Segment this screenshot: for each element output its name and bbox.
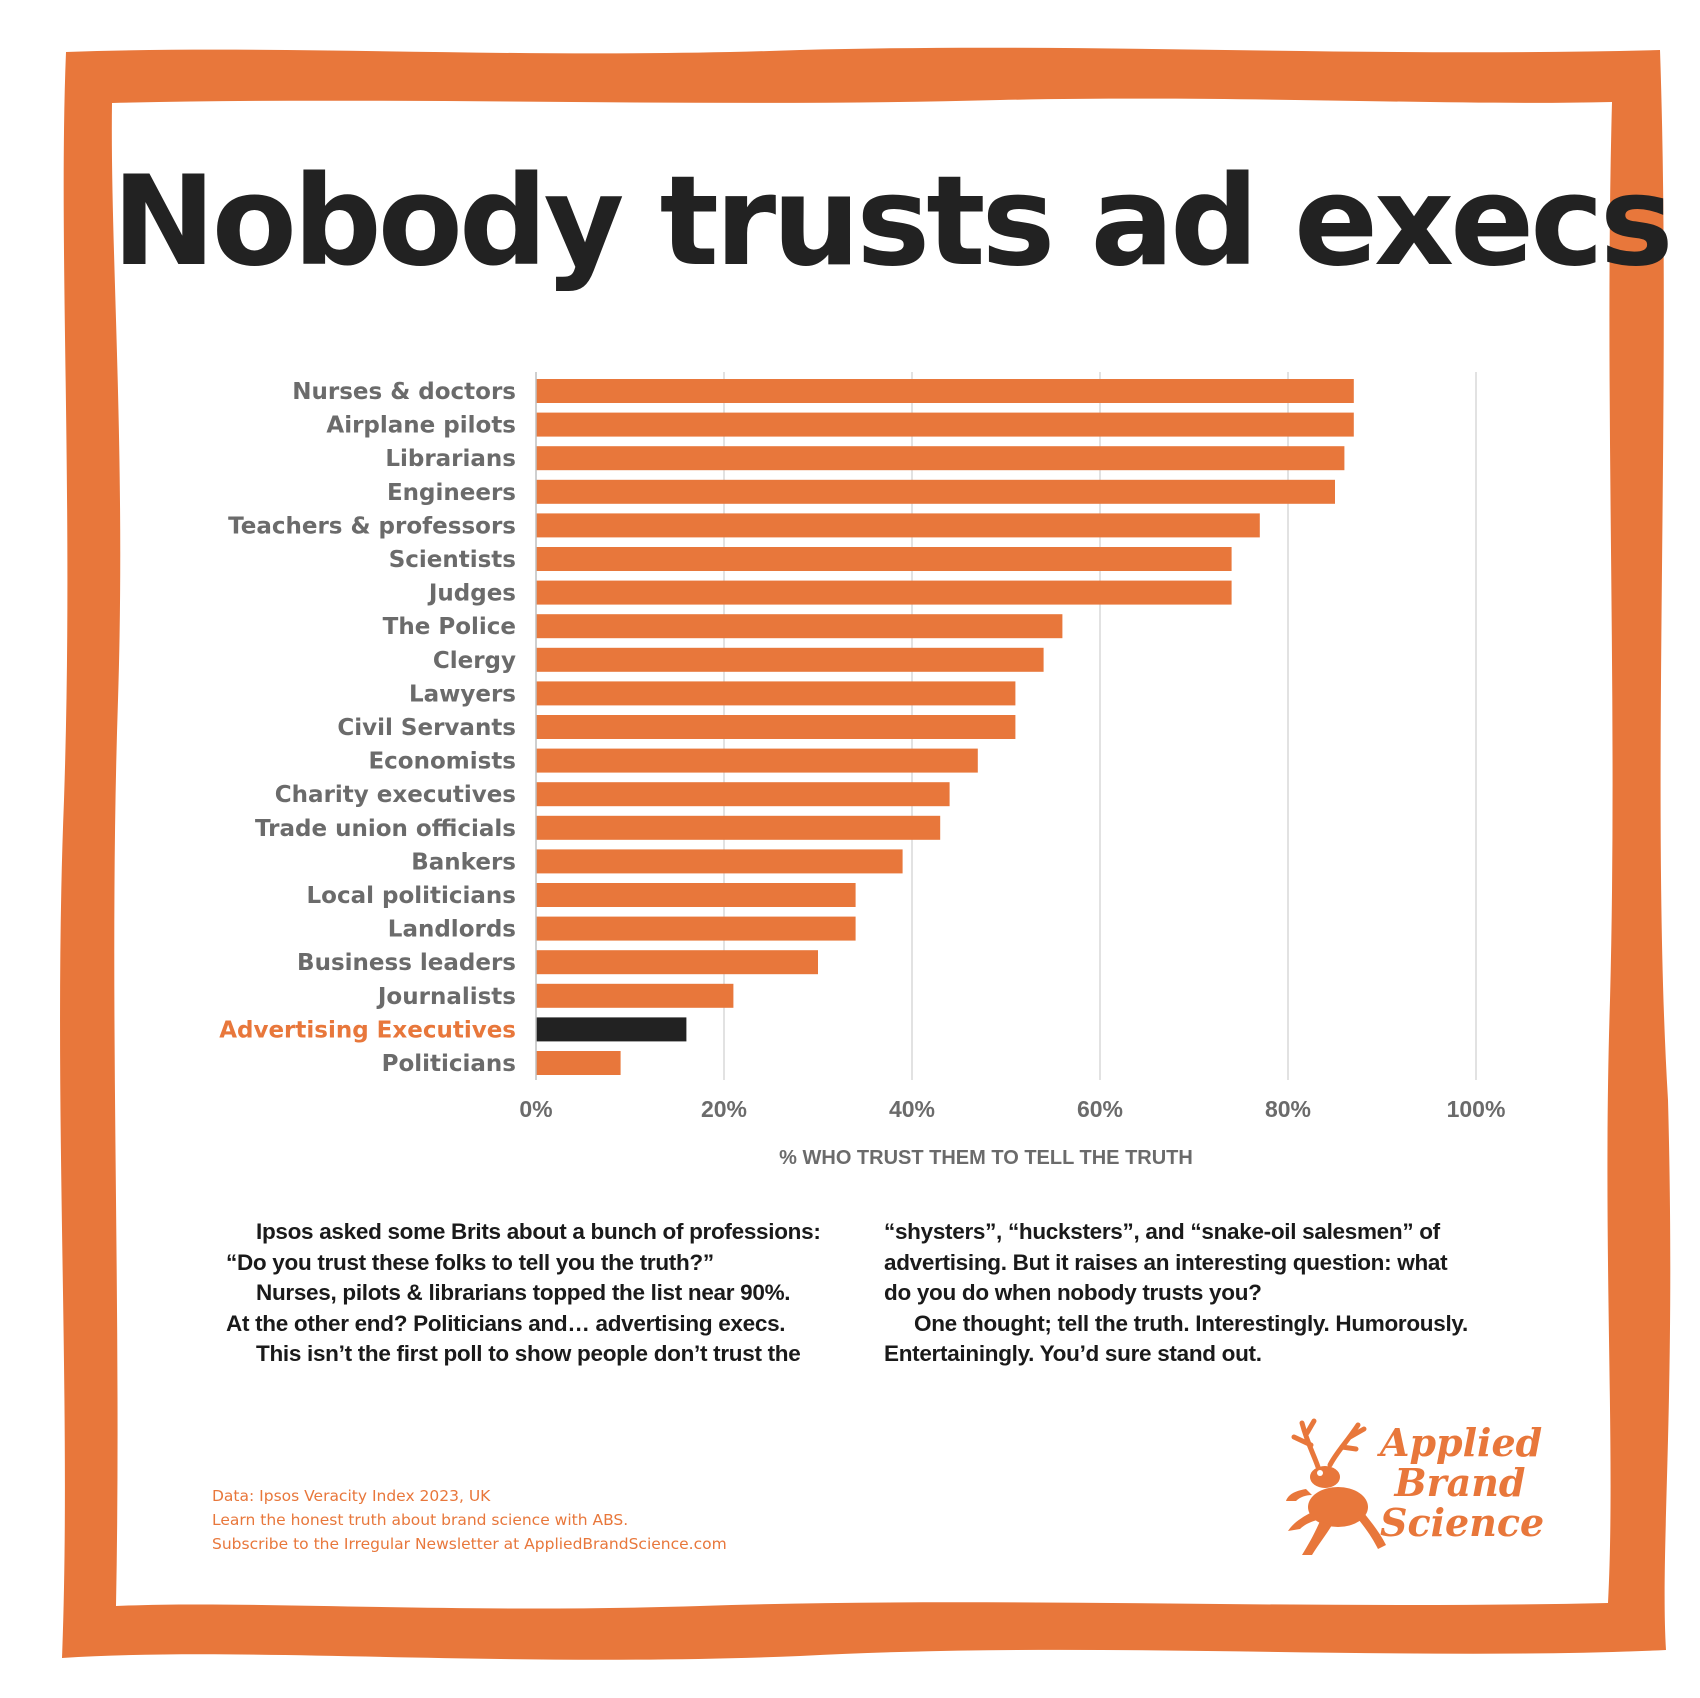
body-text-right: “shysters”, “hucksters”, and “snake-oil … — [884, 1217, 1504, 1370]
category-label: Nurses & doctors — [292, 379, 516, 405]
bar — [536, 547, 1232, 571]
category-label: Librarians — [385, 446, 516, 472]
applied-brand-science-logo[interactable]: Applied Brand Science — [1280, 1415, 1545, 1565]
category-label: Clergy — [433, 648, 516, 674]
logo-line: Science — [1380, 1500, 1545, 1545]
category-label: Economists — [368, 749, 516, 775]
bar — [536, 681, 1016, 706]
category-label: Civil Servants — [337, 715, 516, 741]
category-label: Judges — [427, 581, 516, 607]
bar — [536, 513, 1260, 538]
body-line: “shysters”, “hucksters”, and “snake-oil … — [884, 1219, 1440, 1244]
bar — [536, 748, 978, 773]
body-line: At the other end? Politicians and… adver… — [226, 1310, 786, 1336]
x-tick-label: 40% — [889, 1096, 935, 1122]
x-tick-label: 100% — [1447, 1096, 1506, 1122]
category-label: Landlords — [388, 917, 516, 943]
category-label: Charity executives — [275, 782, 516, 808]
logo-line: Brand — [1394, 1460, 1526, 1505]
category-label: Teachers & professors — [228, 513, 516, 539]
body-line: Ipsos asked some Brits about a bunch of … — [256, 1219, 821, 1244]
category-label: Lawyers — [409, 681, 516, 707]
bar — [536, 849, 903, 874]
footer-newsletter-link[interactable]: Subscribe to the Irregular Newsletter at… — [212, 1535, 727, 1553]
chart-title: Nobody trusts ad execs — [112, 150, 1674, 294]
body-line: One thought; tell the truth. Interesting… — [914, 1310, 1468, 1336]
x-axis-label: % WHO TRUST THEM TO TELL THE TRUTH — [779, 1147, 1193, 1169]
bar — [536, 1051, 621, 1075]
bar — [536, 950, 818, 975]
body-line: This isn’t the first poll to show people… — [256, 1341, 801, 1366]
bar — [536, 379, 1354, 403]
category-label: Engineers — [387, 480, 516, 506]
logo-wordmark: Applied Brand Science — [1380, 1420, 1545, 1545]
body-line: advertising. But it raises an interestin… — [884, 1249, 1448, 1275]
bar — [536, 883, 856, 907]
category-label: Bankers — [411, 849, 516, 875]
logo-line: Applied — [1380, 1420, 1543, 1465]
category-label: Local politicians — [306, 883, 516, 909]
bar — [536, 446, 1345, 471]
bar — [536, 580, 1232, 605]
footer-credits: Data: Ipsos Veracity Index 2023, UK Lear… — [212, 1484, 727, 1556]
x-tick-label: 20% — [701, 1096, 747, 1122]
bar — [536, 715, 1016, 739]
body-text-left: Ipsos asked some Brits about a bunch of … — [226, 1217, 846, 1370]
category-label: Advertising Executives — [219, 1017, 516, 1043]
x-tick-label: 60% — [1077, 1096, 1123, 1122]
bar — [536, 412, 1354, 437]
category-label: Scientists — [389, 547, 516, 573]
bar — [536, 782, 950, 807]
category-label: Journalists — [376, 984, 516, 1010]
category-label: Trade union officials — [255, 816, 516, 842]
bar — [536, 479, 1335, 504]
x-tick-label: 80% — [1265, 1096, 1311, 1122]
category-label: Politicians — [382, 1051, 516, 1077]
body-line: do you do when nobody trusts you? — [884, 1280, 1262, 1305]
footer-data-source: Data: Ipsos Veracity Index 2023, UK — [212, 1487, 491, 1505]
body-line: “Do you trust these folks to tell you th… — [226, 1249, 714, 1275]
category-label: The Police — [383, 614, 516, 640]
body-line: Nurses, pilots & librarians topped the l… — [256, 1280, 791, 1305]
bar — [536, 614, 1063, 639]
category-label: Business leaders — [297, 950, 516, 976]
bar — [536, 815, 941, 840]
antlered-frog-icon — [1286, 1418, 1386, 1555]
bar — [536, 983, 734, 1008]
bar — [536, 1017, 687, 1042]
body-line: Entertainingly. You’d sure stand out. — [884, 1341, 1262, 1366]
category-label: Airplane pilots — [326, 413, 516, 439]
footer-tagline: Learn the honest truth about brand scien… — [212, 1511, 629, 1529]
x-tick-label: 0% — [519, 1096, 552, 1122]
bar — [536, 916, 856, 941]
bar — [536, 647, 1044, 672]
